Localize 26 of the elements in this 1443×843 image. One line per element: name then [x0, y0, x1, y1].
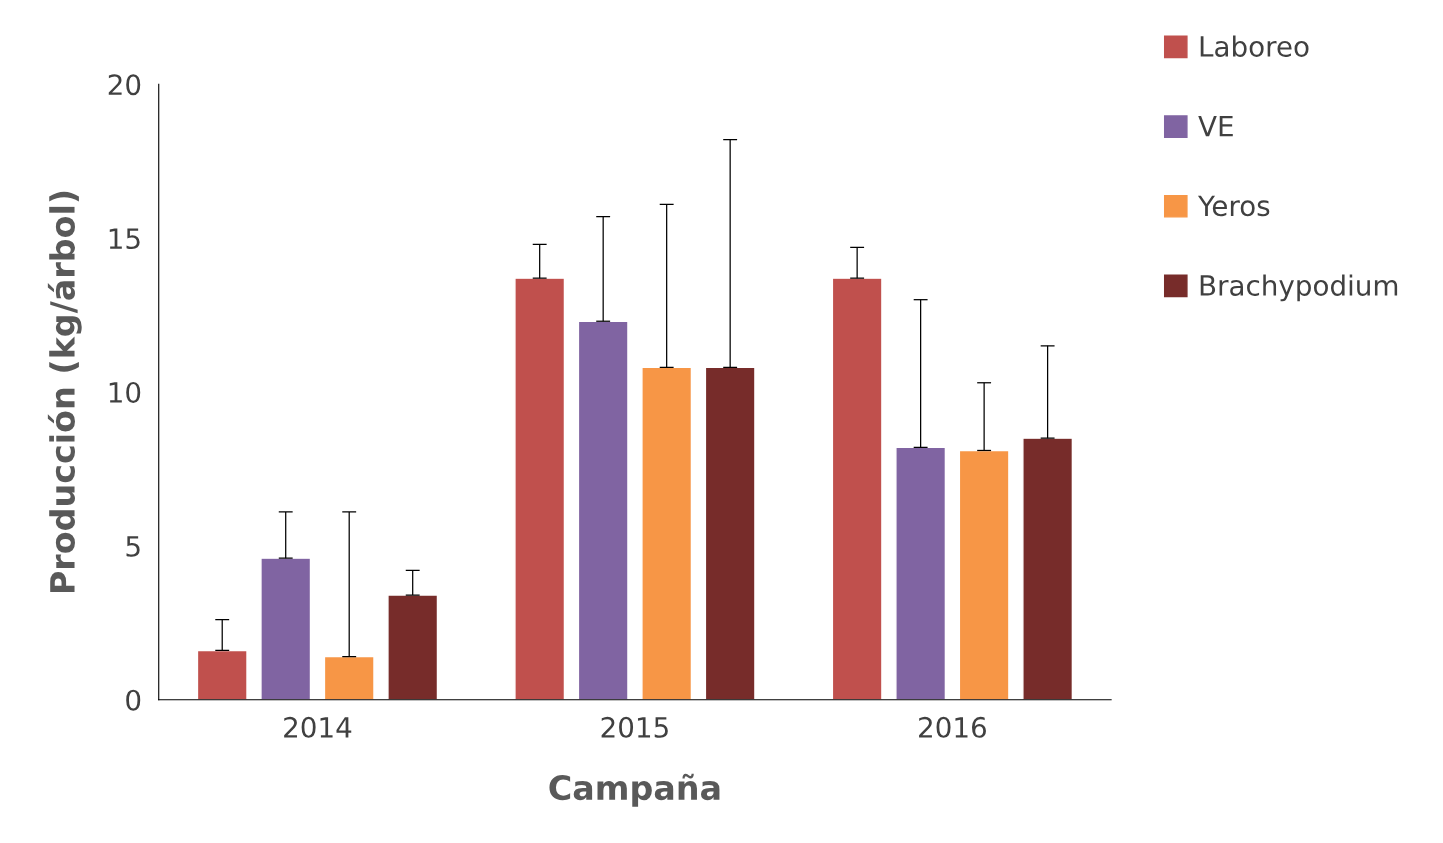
y-tick-label: 5 [126, 536, 140, 557]
y-tick-label: 0 [126, 689, 141, 711]
y-tick-label: 20 [108, 74, 141, 96]
bar [387, 594, 439, 700]
bar [641, 366, 693, 700]
bar [323, 655, 375, 700]
legend-label: Yeros [1197, 195, 1270, 217]
bar [895, 446, 947, 700]
x-axis-title: Campaña [549, 773, 720, 807]
y-tick-label: 10 [109, 381, 141, 403]
x-tick-label: 2016 [919, 716, 986, 738]
bar [514, 277, 566, 700]
legend-label: Laboreo [1200, 35, 1309, 57]
bar [704, 366, 756, 700]
x-tick-label: 2015 [601, 716, 668, 738]
bar [1022, 437, 1074, 700]
x-tick-label: 2014 [284, 716, 352, 738]
bar [577, 320, 629, 700]
legend-label: VE [1198, 115, 1233, 137]
bar [260, 557, 312, 700]
y-tick-label: 15 [109, 228, 140, 250]
bar [958, 449, 1010, 700]
y-axis-title: Producción (kg/árbol) [47, 191, 82, 593]
bar [831, 277, 883, 700]
bar [196, 649, 248, 700]
legend-label: Brachypodium [1200, 274, 1398, 302]
